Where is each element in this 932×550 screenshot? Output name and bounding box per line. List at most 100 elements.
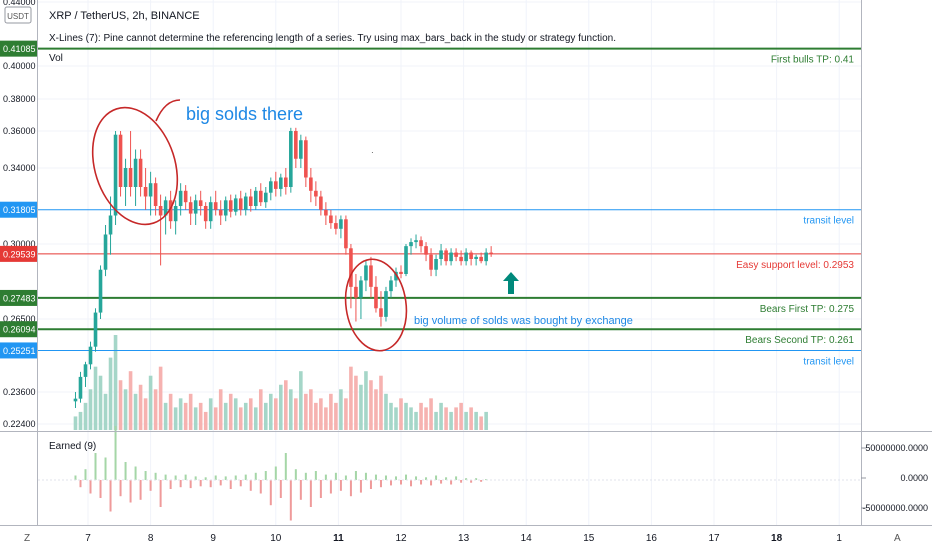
annotation-curve (155, 99, 181, 122)
earned-bar (114, 426, 117, 480)
earned-histogram (74, 426, 488, 521)
currency-badge[interactable] (4, 6, 32, 24)
candle-body (158, 206, 163, 216)
candle-body (263, 192, 268, 203)
price-axis[interactable]: 0.44000 0.40000 0.38000 0.36000 0.34000 0.300… (3, 0, 36, 429)
candle-body (329, 215, 333, 224)
earned-bar (329, 480, 332, 494)
time-tick-label: 9 (210, 533, 216, 544)
candle-body (248, 196, 253, 206)
earned-bar (379, 480, 382, 488)
earned-bar (354, 471, 357, 480)
candle-body (464, 252, 468, 262)
candle-body (309, 177, 313, 191)
candle-body (88, 346, 93, 365)
earned-bar (129, 480, 132, 503)
earned-bar (339, 480, 342, 491)
volume-bar (469, 407, 473, 430)
study-error-message: X-Lines (7): Pine cannot determine the r… (49, 33, 616, 44)
volume-bar (118, 380, 123, 430)
candle-body (384, 291, 388, 317)
earned-bar (460, 480, 463, 483)
candle-body (103, 234, 108, 270)
volume-bar (294, 398, 298, 430)
grid (38, 0, 861, 525)
volume-bar (374, 389, 378, 430)
volume-bar (233, 398, 238, 430)
earned-bar (425, 477, 428, 480)
earned-bar (204, 477, 207, 480)
candle-body (73, 398, 78, 402)
candle-body (484, 252, 488, 262)
earned-bar (164, 474, 167, 480)
earned-bar (344, 475, 347, 480)
time-tick-label: 8 (148, 533, 154, 544)
volume-bar (93, 366, 98, 430)
price-badge-text: 0.41085 (3, 44, 36, 54)
currency-badge-text: USDT (7, 12, 29, 21)
earned-bar (214, 475, 217, 480)
up-arrow-icon (503, 272, 519, 294)
volume-bar (399, 398, 403, 430)
price-tick-label: 0.38000 (3, 94, 36, 104)
price-tick-label: 0.22400 (3, 419, 36, 429)
candle-body (354, 286, 358, 298)
earned-bar (269, 480, 272, 506)
candle-body (138, 158, 143, 187)
volume-bar (349, 366, 353, 430)
volume-bar (384, 393, 388, 430)
candle-body (193, 200, 198, 214)
price-tick-label: 0.34000 (3, 163, 36, 173)
volume-bar (389, 402, 393, 430)
earned-bar (389, 480, 392, 486)
time-tick-label: 7 (85, 533, 91, 544)
earned-bar (415, 476, 418, 480)
bought-by-exchange-annotation: big volume of solds was bought by exchan… (414, 315, 633, 327)
price-tick-label: 0.26500 (3, 314, 36, 324)
indicator-label: Earned (9) (49, 441, 96, 452)
candle-body (319, 196, 323, 210)
candle-body (334, 223, 338, 229)
volume-bar (248, 398, 253, 430)
candle-body (143, 187, 148, 197)
earned-bar (364, 472, 367, 480)
volume-bar (279, 384, 283, 430)
volume-bar (78, 411, 83, 430)
candle-body (218, 209, 223, 216)
candle-body (379, 308, 383, 317)
price-badge (0, 40, 37, 57)
volume-bar (88, 389, 93, 430)
indicator-tick-label: -50000000.0000 (862, 503, 928, 513)
candle-body (213, 202, 218, 210)
earned-bar (219, 480, 222, 486)
corner-left-label[interactable]: Z (24, 533, 30, 544)
time-axis[interactable]: 7 8 9 10 11 12 13 14 15 16 17 18 1 (85, 533, 842, 544)
corner-right-label[interactable]: A (894, 533, 901, 544)
candle-body (128, 168, 133, 187)
earned-bar (294, 469, 297, 480)
volume-bar (439, 402, 443, 430)
volume-bar (128, 371, 133, 430)
candle-body (374, 286, 378, 309)
earned-bar (405, 474, 408, 480)
candle-body (78, 376, 83, 399)
level-label: Bears Second TP: 0.261 (745, 335, 854, 346)
volume-bar (238, 407, 243, 430)
volume-bar (464, 411, 468, 430)
earned-bar (445, 477, 448, 480)
candle-body (359, 280, 363, 298)
candle-body (183, 190, 188, 203)
level-label: Easy support level: 0.2953 (736, 260, 854, 271)
candle-body (339, 219, 343, 229)
volume-bar (203, 411, 208, 430)
earned-bar (169, 480, 172, 489)
candle-body (238, 198, 243, 210)
candles (73, 127, 493, 408)
big-solds-circle (91, 106, 179, 226)
volume-bar (479, 416, 483, 430)
indicator-axis[interactable]: 50000000.0000 0.0000 -50000000.0000 (38, 443, 928, 513)
candle-body (173, 206, 178, 222)
candle-body (474, 256, 478, 259)
candle-body (419, 240, 423, 247)
earned-bar (450, 480, 453, 485)
